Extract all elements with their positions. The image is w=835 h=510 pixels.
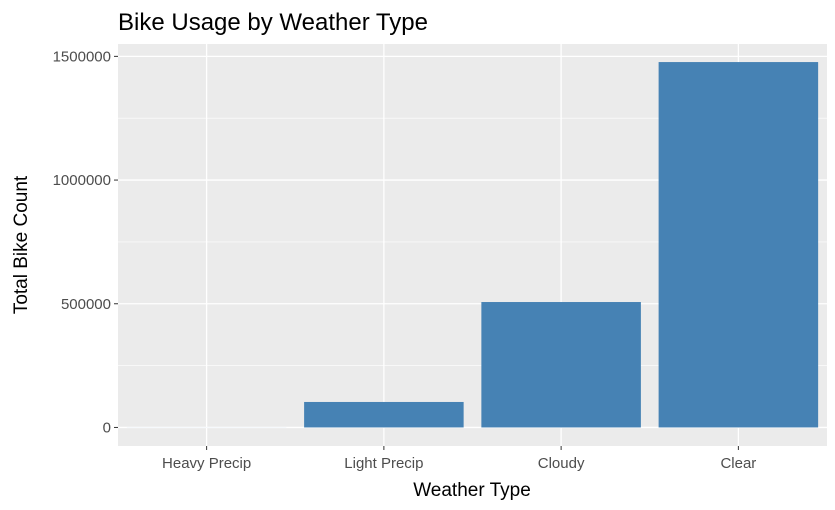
y-tick-label: 0: [103, 419, 111, 436]
chart-title: Bike Usage by Weather Type: [118, 9, 428, 36]
x-axis-title: Weather Type: [413, 480, 531, 501]
bars: [126, 62, 819, 428]
y-axis-title: Total Bike Count: [11, 175, 32, 314]
bar: [481, 302, 641, 428]
x-tick-label: Cloudy: [538, 455, 585, 472]
x-tick-label: Light Precip: [344, 455, 423, 472]
y-tick-label: 1500000: [53, 48, 111, 65]
bar: [304, 401, 464, 428]
axis-ticks: 0 500000 1000000 1500000 Heavy Precip Light P…: [53, 48, 757, 472]
y-tick-label: 1000000: [53, 172, 111, 189]
y-tick-label: 500000: [61, 296, 111, 313]
bar: [658, 62, 819, 428]
x-tick-label: Clear: [720, 455, 756, 472]
x-tick-label: Heavy Precip: [162, 455, 251, 472]
